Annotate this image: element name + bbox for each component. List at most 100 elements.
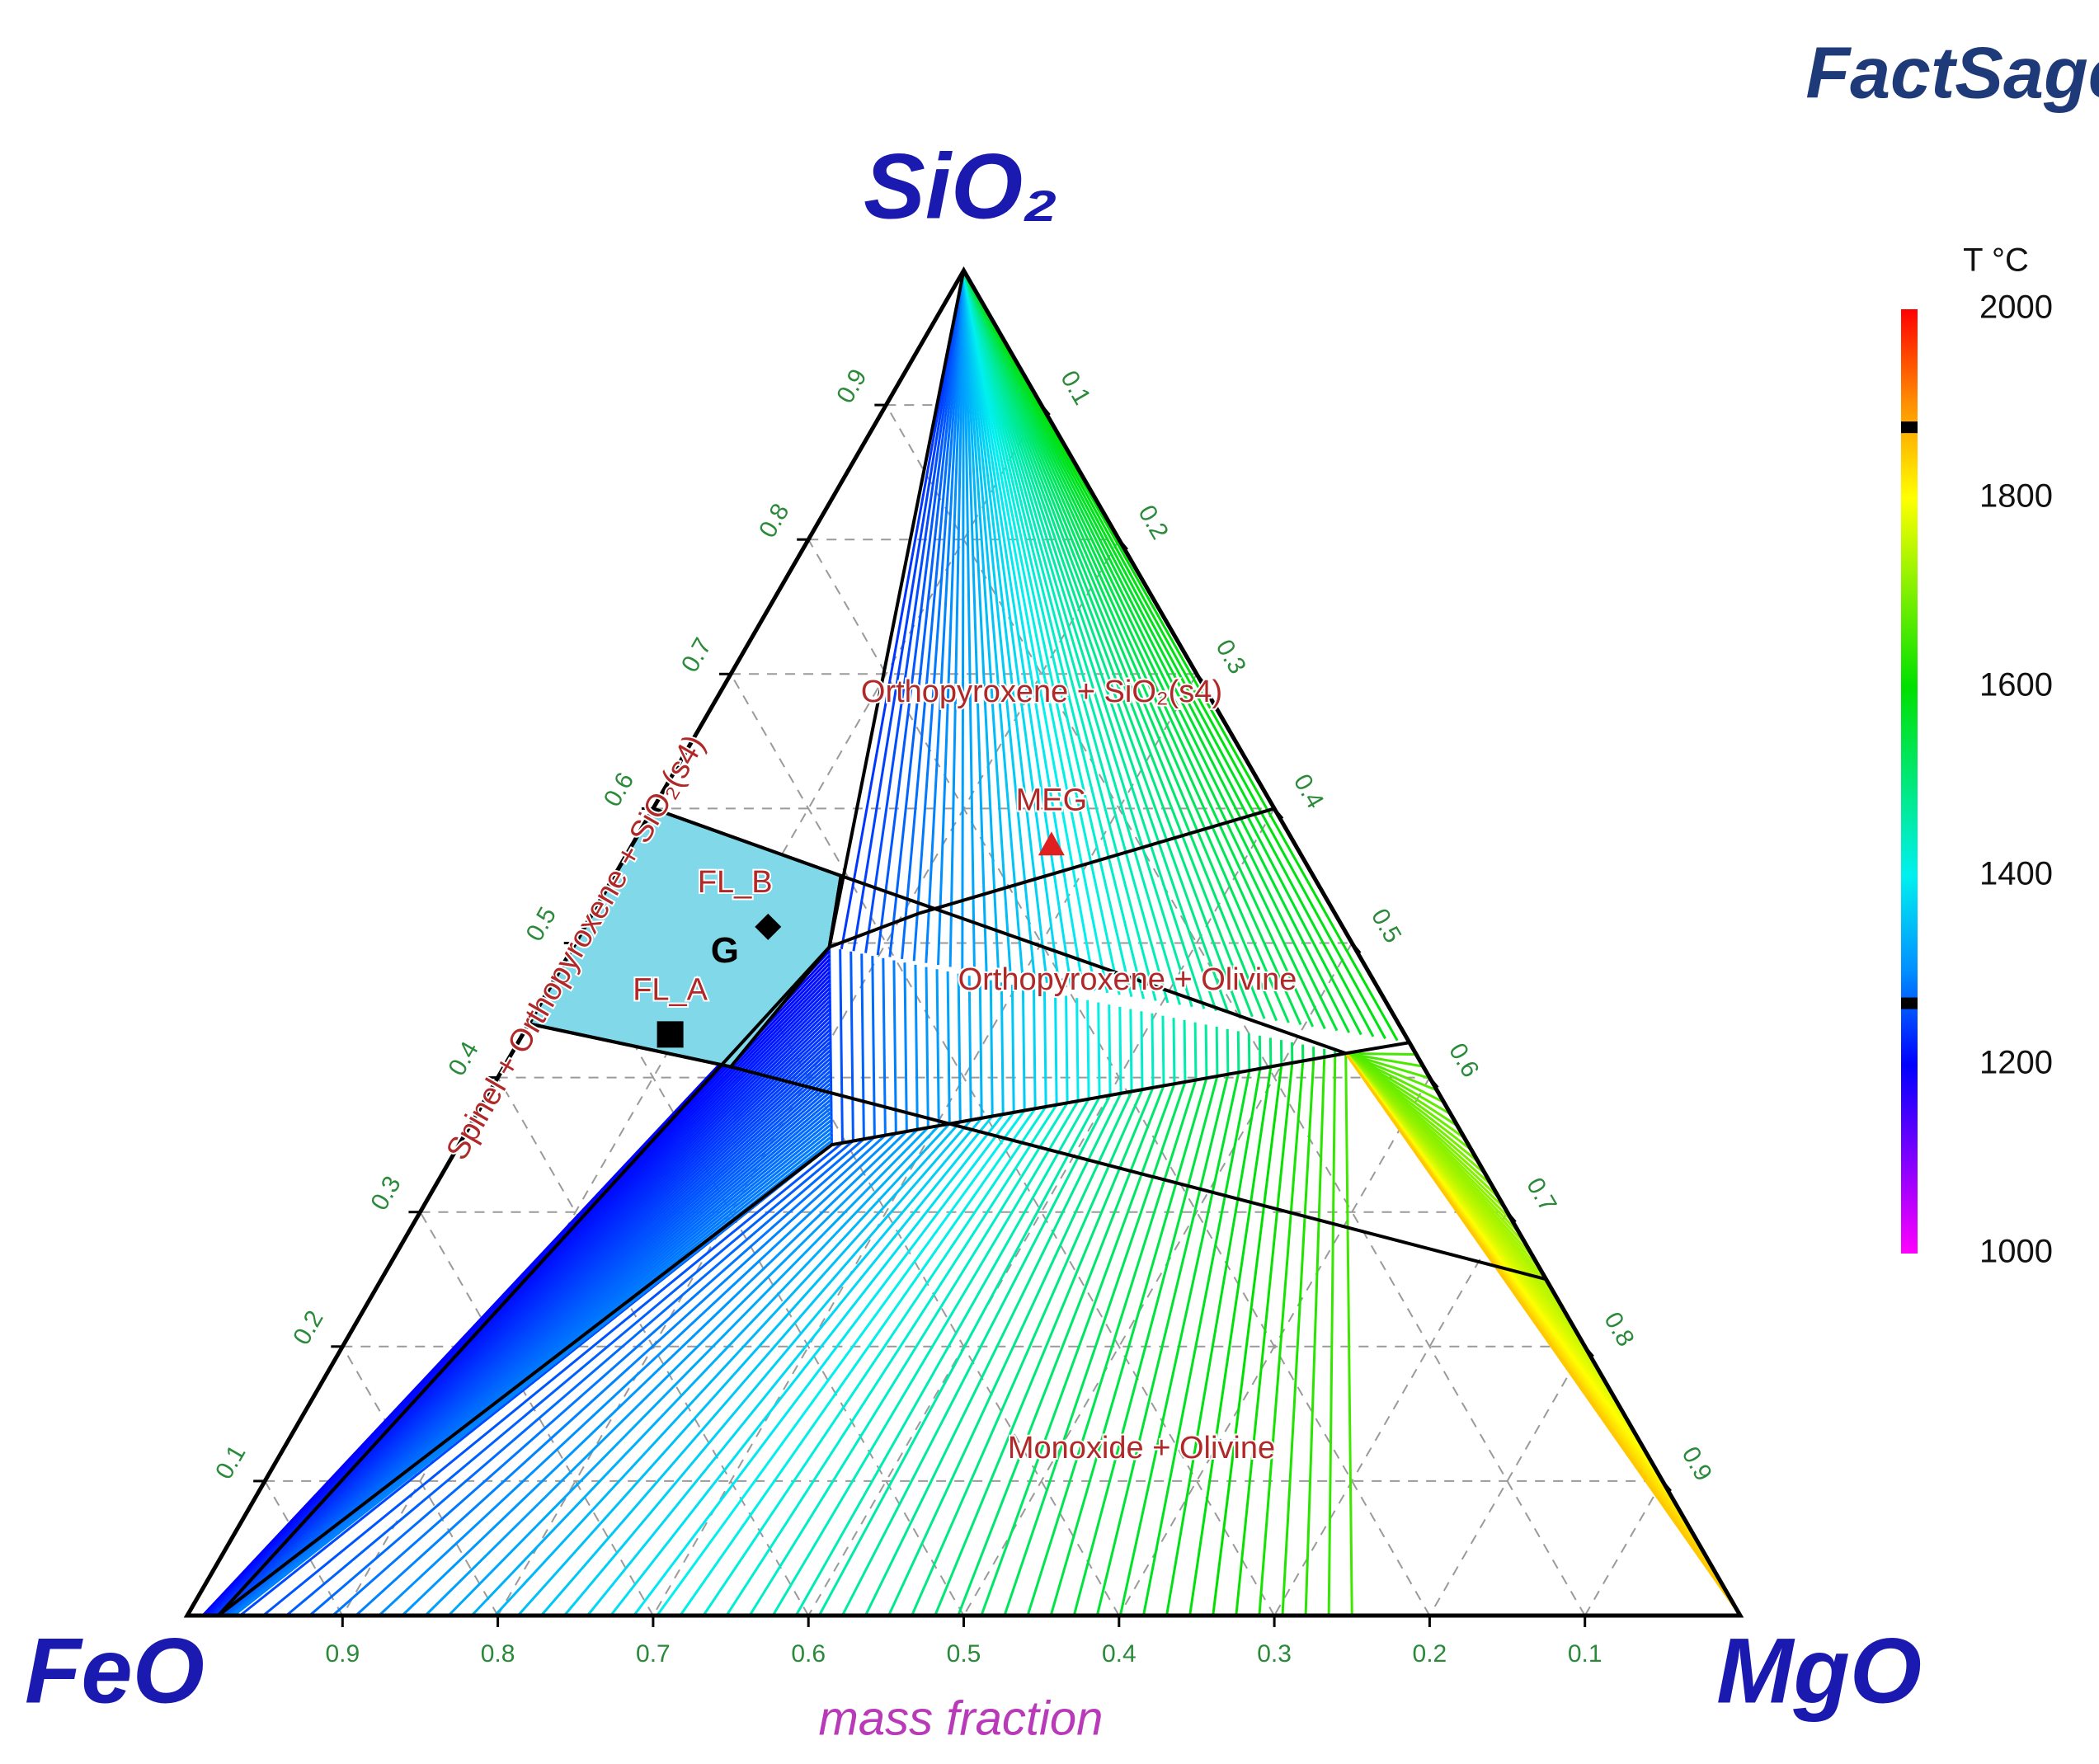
tie-line: [948, 270, 965, 967]
tie-line: [962, 270, 1266, 1019]
tie-line: [540, 1119, 972, 1616]
tie-line: [962, 270, 1193, 1008]
tie-line: [470, 1125, 940, 1617]
tie-line: [1075, 998, 1080, 1102]
grid-line: [1273, 1211, 1508, 1616]
tick-label: 0.2: [1132, 501, 1173, 544]
tie-line: [1258, 1061, 1305, 1616]
tie-line: [911, 1089, 1144, 1616]
tie-line: [1183, 1019, 1187, 1082]
tick-label: 0.4: [1288, 769, 1329, 813]
tick-label: 0.3: [1211, 635, 1251, 679]
tie-line: [1108, 1004, 1112, 1096]
tie-line: [378, 1132, 897, 1617]
point-marker: [755, 913, 782, 940]
tick-label: 0.1: [210, 1441, 251, 1484]
tie-line: [962, 270, 1362, 1036]
phase-boundary: [217, 946, 831, 1617]
tie-line: [1032, 989, 1037, 1109]
tie-line: [308, 1138, 865, 1617]
tie-line: [1095, 1074, 1230, 1616]
tie-line: [989, 980, 994, 1117]
tie-line: [962, 270, 1097, 991]
tie-line: [962, 270, 1242, 1015]
tie-line: [1140, 1011, 1144, 1090]
tick-label: 0.6: [1443, 1038, 1484, 1082]
tie-line: [962, 270, 1230, 1014]
tie-line: [1344, 1052, 1742, 1616]
tie-line: [1086, 1000, 1090, 1099]
tie-line: [962, 270, 1000, 976]
colorbar-tick-label: 2000: [1979, 289, 2053, 326]
tie-line: [912, 270, 965, 962]
tie-line: [609, 1113, 1005, 1616]
phase-boundary: [217, 1051, 1347, 1617]
region-label: Monoxide + Olivine: [1008, 1431, 1275, 1465]
tie-line: [725, 1103, 1058, 1616]
tie-line: [1042, 991, 1047, 1107]
tie-line: [888, 270, 965, 957]
tie-line: [1281, 1059, 1315, 1616]
vertex-label: FeO: [25, 1620, 205, 1723]
tie-line: [962, 270, 1157, 1001]
tie-line: [840, 1094, 1112, 1616]
tie-line: [962, 270, 1350, 1033]
tick-label: 0.4: [1102, 1640, 1137, 1668]
tie-line: [882, 957, 887, 1136]
tie-line: [849, 951, 854, 1141]
tie-line: [961, 270, 965, 969]
colorbar-marker: [1901, 421, 1918, 434]
tie-line: [962, 270, 1326, 1029]
grid-line: [419, 1211, 654, 1616]
tie-line: [1193, 1022, 1198, 1080]
tie-line: [962, 270, 1012, 977]
tie-line: [962, 270, 1037, 981]
grid-line: [341, 1346, 499, 1616]
tie-line: [702, 1106, 1047, 1616]
tie-line: [957, 973, 962, 1122]
tick-label: 0.5: [1366, 904, 1406, 948]
tie-line: [1345, 1051, 1424, 1068]
tie-line: [892, 960, 897, 1134]
tick-label: 0.1: [1055, 366, 1095, 410]
tie-line: [864, 1093, 1122, 1616]
tie-line: [962, 270, 1181, 1005]
tie-line: [447, 1127, 929, 1617]
tie-line: [679, 1108, 1037, 1616]
tie-line: [925, 967, 929, 1128]
colorbar-tick-label: 1800: [1979, 478, 2053, 515]
tie-line: [1212, 1064, 1283, 1616]
tie-line: [1165, 1068, 1262, 1616]
tie-line: [1000, 982, 1005, 1115]
tie-line: [871, 956, 876, 1137]
tie-line: [285, 1140, 854, 1617]
tie-line: [401, 1130, 908, 1617]
tie-line: [1003, 1081, 1187, 1616]
tie-line: [1129, 1009, 1133, 1092]
tie-line: [1049, 1077, 1208, 1616]
colorbar-title: T °C: [1963, 242, 2029, 279]
tick-label: 0.6: [791, 1640, 826, 1668]
tie-line: [1235, 1062, 1294, 1616]
tick-label: 0.7: [636, 1640, 671, 1668]
tick-label: 0.1: [1568, 1640, 1602, 1668]
tie-line: [962, 270, 1206, 1009]
point-marker: [657, 1021, 684, 1048]
point-label: FL_A: [633, 972, 708, 1007]
tie-line: [1010, 985, 1015, 1112]
tie-line: [957, 1084, 1165, 1616]
tick-label: 0.2: [288, 1306, 328, 1350]
tie-line: [1247, 1033, 1251, 1071]
tie-line: [748, 1102, 1069, 1616]
tie-line: [946, 971, 951, 1124]
tie-line: [493, 1122, 951, 1617]
tie-line: [887, 1090, 1133, 1616]
point-marker: [1038, 831, 1065, 856]
point-label: MEG: [1016, 783, 1088, 817]
vertex-label: MgO: [1716, 1620, 1922, 1723]
tie-line: [876, 270, 965, 956]
tie-line: [962, 270, 988, 973]
tick-label: 0.7: [1521, 1174, 1561, 1217]
tie-line: [962, 270, 1121, 995]
tie-line: [1054, 993, 1058, 1105]
